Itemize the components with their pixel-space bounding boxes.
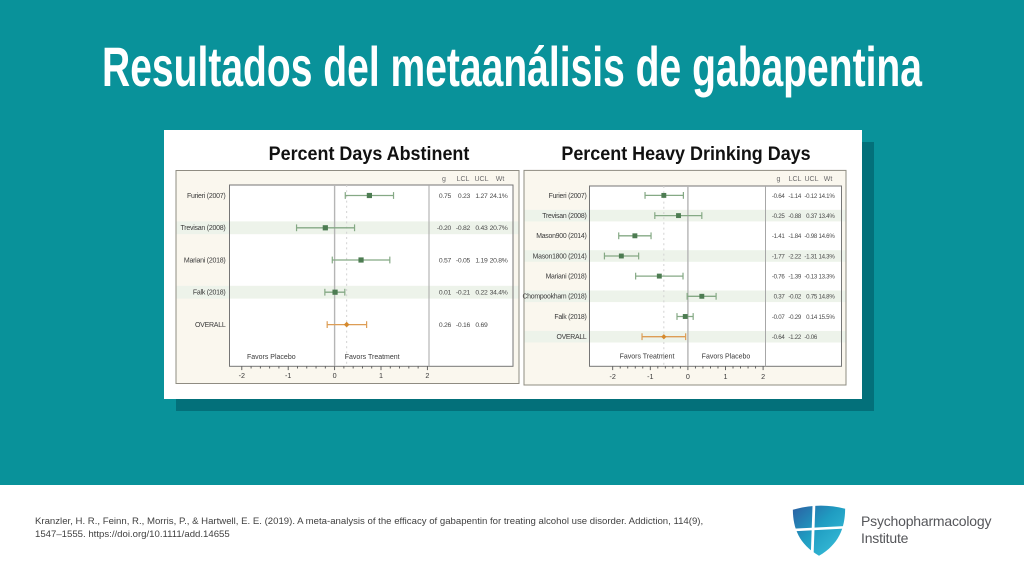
svg-text:0.69: 0.69 — [475, 322, 488, 329]
svg-text:OVERALL: OVERALL — [556, 334, 586, 341]
svg-text:2: 2 — [425, 371, 429, 380]
svg-text:0.57: 0.57 — [439, 257, 452, 264]
svg-text:Favors Treatment: Favors Treatment — [620, 353, 675, 360]
svg-text:Favors Placebo: Favors Placebo — [247, 354, 296, 361]
svg-text:15.5%: 15.5% — [818, 314, 835, 321]
svg-text:0.75: 0.75 — [806, 294, 818, 301]
svg-text:-0.82: -0.82 — [456, 225, 471, 232]
svg-text:Trevisan (2008): Trevisan (2008) — [542, 213, 586, 220]
svg-text:-0.25: -0.25 — [772, 213, 785, 220]
svg-text:-1: -1 — [647, 372, 653, 381]
svg-text:-2: -2 — [239, 371, 245, 380]
svg-text:13.3%: 13.3% — [818, 274, 835, 281]
svg-text:-1.22: -1.22 — [788, 334, 801, 341]
svg-text:Furieri (2007): Furieri (2007) — [187, 193, 226, 200]
svg-text:-0.02: -0.02 — [788, 294, 801, 301]
svg-text:-0.20: -0.20 — [437, 225, 452, 232]
svg-text:0.37: 0.37 — [774, 294, 786, 301]
svg-text:0: 0 — [686, 372, 690, 381]
svg-text:Trevisan (2008): Trevisan (2008) — [180, 225, 225, 232]
svg-text:0.37: 0.37 — [806, 213, 818, 220]
svg-text:-1.84: -1.84 — [788, 233, 801, 240]
svg-text:-0.12: -0.12 — [804, 193, 817, 200]
svg-text:1: 1 — [379, 371, 383, 380]
svg-text:-0.21: -0.21 — [456, 290, 471, 297]
svg-text:-2.22: -2.22 — [788, 253, 801, 260]
svg-text:Wt: Wt — [824, 176, 833, 183]
svg-text:Mariani (2018): Mariani (2018) — [184, 257, 226, 264]
svg-text:g: g — [777, 176, 781, 183]
svg-text:LCL: LCL — [457, 176, 470, 183]
svg-text:-1.39: -1.39 — [788, 274, 801, 281]
svg-text:24.1%: 24.1% — [490, 193, 508, 200]
svg-text:1.19: 1.19 — [475, 257, 488, 264]
svg-text:Favors Treatment: Favors Treatment — [345, 354, 400, 361]
svg-text:0.75: 0.75 — [439, 193, 452, 200]
svg-text:-1.14: -1.14 — [788, 193, 801, 200]
svg-text:-0.76: -0.76 — [772, 274, 785, 281]
svg-text:-1: -1 — [285, 371, 291, 380]
svg-text:-0.64: -0.64 — [772, 193, 785, 200]
svg-text:-0.64: -0.64 — [772, 334, 785, 341]
svg-text:0.22: 0.22 — [475, 290, 488, 297]
svg-text:-1.31: -1.31 — [804, 253, 817, 260]
svg-text:Mason900 (2014): Mason900 (2014) — [536, 233, 586, 240]
svg-text:14.6%: 14.6% — [818, 233, 835, 240]
svg-text:-1.41: -1.41 — [772, 233, 785, 240]
svg-text:-0.06: -0.06 — [804, 334, 817, 341]
svg-text:2: 2 — [761, 372, 765, 381]
svg-text:-2: -2 — [609, 372, 615, 381]
svg-text:LCL: LCL — [789, 176, 802, 183]
svg-text:-0.05: -0.05 — [456, 257, 471, 264]
svg-text:-0.98: -0.98 — [804, 233, 817, 240]
svg-text:-0.29: -0.29 — [788, 314, 801, 321]
svg-text:UCL: UCL — [474, 176, 488, 183]
svg-text:-0.16: -0.16 — [456, 322, 471, 329]
svg-text:0.26: 0.26 — [439, 322, 452, 329]
svg-text:14.1%: 14.1% — [818, 193, 835, 200]
svg-text:Furieri (2007): Furieri (2007) — [549, 193, 587, 200]
svg-text:-0.07: -0.07 — [772, 314, 785, 321]
svg-text:UCL: UCL — [804, 176, 818, 183]
svg-text:0.01: 0.01 — [439, 290, 452, 297]
svg-text:g: g — [442, 176, 446, 183]
svg-text:-0.13: -0.13 — [804, 274, 817, 281]
svg-text:-0.88: -0.88 — [788, 213, 801, 220]
svg-text:Wt: Wt — [496, 176, 505, 183]
svg-text:14.3%: 14.3% — [818, 253, 835, 260]
svg-text:0: 0 — [333, 371, 337, 380]
svg-text:13.4%: 13.4% — [818, 213, 835, 220]
svg-text:14.8%: 14.8% — [818, 294, 835, 301]
svg-text:Mason1800 (2014): Mason1800 (2014) — [533, 253, 587, 260]
svg-text:0.14: 0.14 — [806, 314, 818, 321]
svg-text:0.43: 0.43 — [475, 225, 488, 232]
svg-text:OVERALL: OVERALL — [195, 322, 226, 329]
svg-text:Falk (2018): Falk (2018) — [554, 314, 586, 321]
svg-text:1: 1 — [724, 372, 728, 381]
svg-text:34.4%: 34.4% — [490, 290, 508, 297]
svg-text:20.8%: 20.8% — [490, 257, 508, 264]
svg-text:1.27: 1.27 — [475, 193, 488, 200]
svg-text:Chompookham (2018): Chompookham (2018) — [522, 294, 586, 301]
svg-text:Falk (2018): Falk (2018) — [193, 290, 226, 297]
svg-text:-1.77: -1.77 — [772, 253, 785, 260]
svg-text:0.23: 0.23 — [458, 193, 471, 200]
svg-text:Favors Placebo: Favors Placebo — [702, 353, 751, 360]
svg-text:20.7%: 20.7% — [490, 225, 508, 232]
svg-text:Mariani (2018): Mariani (2018) — [546, 274, 587, 281]
